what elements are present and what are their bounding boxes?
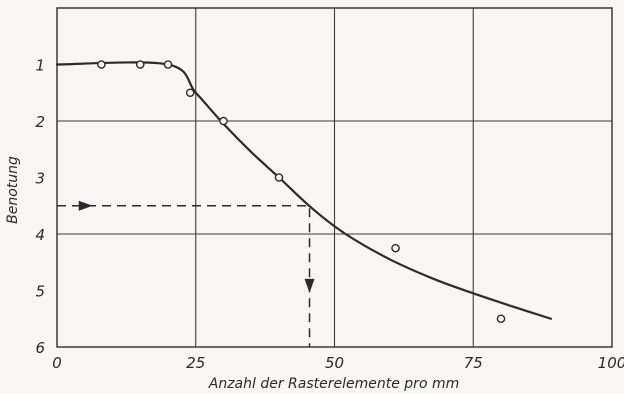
data-point <box>391 243 400 253</box>
arrow-right-icon <box>78 200 93 211</box>
arrow-down-icon <box>304 278 315 293</box>
y-tick-label: 4 <box>35 226 45 244</box>
x-tick-label: 25 <box>186 354 205 372</box>
data-point <box>274 173 284 182</box>
data-point <box>163 60 173 69</box>
x-tick-label: 100 <box>598 354 624 372</box>
curve-line <box>55 61 553 320</box>
y-tick-label: 2 <box>35 113 45 131</box>
fitted-curve <box>55 61 553 320</box>
plot-frame <box>56 7 613 348</box>
data-point <box>97 60 106 69</box>
reading-guide <box>57 200 315 347</box>
data-point <box>135 60 145 69</box>
y-tick-labels: 1 2 3 4 5 6 <box>35 57 45 358</box>
data-point <box>219 116 228 126</box>
x-tick-label: 50 <box>325 354 344 372</box>
y-tick-label: 1 <box>35 57 45 75</box>
data-point <box>185 88 195 98</box>
x-tick-labels: 0 25 50 75 100 <box>52 354 624 372</box>
data-point <box>496 314 506 324</box>
guide-line <box>57 205 311 347</box>
x-tick-label: 75 <box>464 354 483 372</box>
y-tick-label: 6 <box>35 339 45 357</box>
y-tick-label: 5 <box>35 283 45 301</box>
gridlines <box>57 8 612 347</box>
data-points <box>97 60 506 324</box>
x-axis-label: Anzahl der Rasterelemente pro mm <box>208 376 459 392</box>
y-axis-label: Benotung <box>5 156 21 224</box>
x-tick-label: 0 <box>52 354 62 372</box>
y-tick-label: 3 <box>35 170 45 188</box>
